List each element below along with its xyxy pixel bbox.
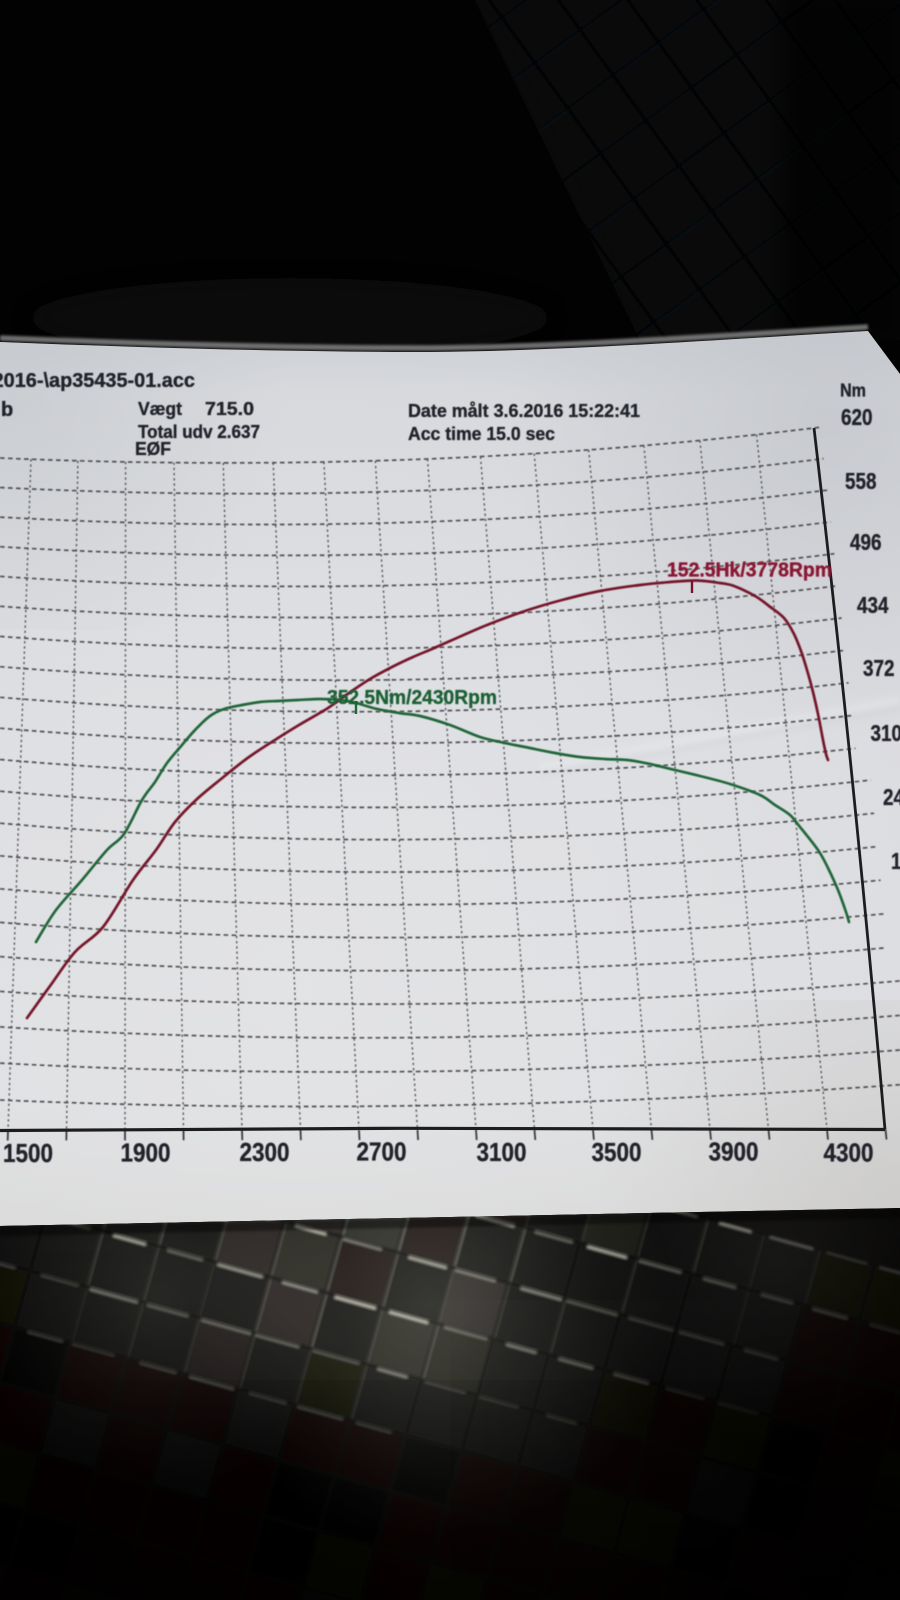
svg-text:496: 496 (850, 529, 882, 555)
svg-text:3900: 3900 (709, 1137, 759, 1167)
svg-text:Date målt 3.6.2016 15:22:41: Date målt 3.6.2016 15:22:41 (408, 401, 640, 421)
svg-text:558: 558 (845, 468, 877, 494)
svg-text:715.0: 715.0 (205, 399, 254, 419)
svg-text:3500: 3500 (592, 1137, 642, 1167)
svg-text:-2016-\ap35435-01.acc: -2016-\ap35435-01.acc (0, 369, 195, 392)
svg-text:1900: 1900 (121, 1138, 171, 1168)
svg-text:Acc time 15.0 sec: Acc time 15.0 sec (408, 424, 555, 444)
svg-text:3100: 3100 (477, 1137, 527, 1167)
svg-text:Total udv 2.637: Total udv 2.637 (138, 422, 260, 442)
svg-text:2300: 2300 (240, 1137, 290, 1167)
svg-text:352.5Nm/2430Rpm: 352.5Nm/2430Rpm (327, 687, 497, 709)
svg-text:b: b (1, 399, 13, 421)
svg-text:372: 372 (863, 655, 895, 681)
svg-text:4300: 4300 (824, 1138, 874, 1168)
svg-text:620: 620 (841, 404, 873, 430)
svg-text:186: 186 (891, 848, 900, 874)
svg-text:434: 434 (857, 592, 889, 618)
svg-text:EØF: EØF (135, 439, 171, 459)
svg-text:152.5Hk/3778Rpm: 152.5Hk/3778Rpm (667, 560, 832, 582)
svg-text:Vægt: Vægt (138, 399, 182, 419)
svg-text:2700: 2700 (357, 1137, 407, 1167)
svg-text:310: 310 (871, 720, 900, 746)
svg-text:248: 248 (883, 784, 900, 810)
svg-text:Nm: Nm (840, 379, 866, 400)
svg-text:1500: 1500 (3, 1138, 53, 1168)
